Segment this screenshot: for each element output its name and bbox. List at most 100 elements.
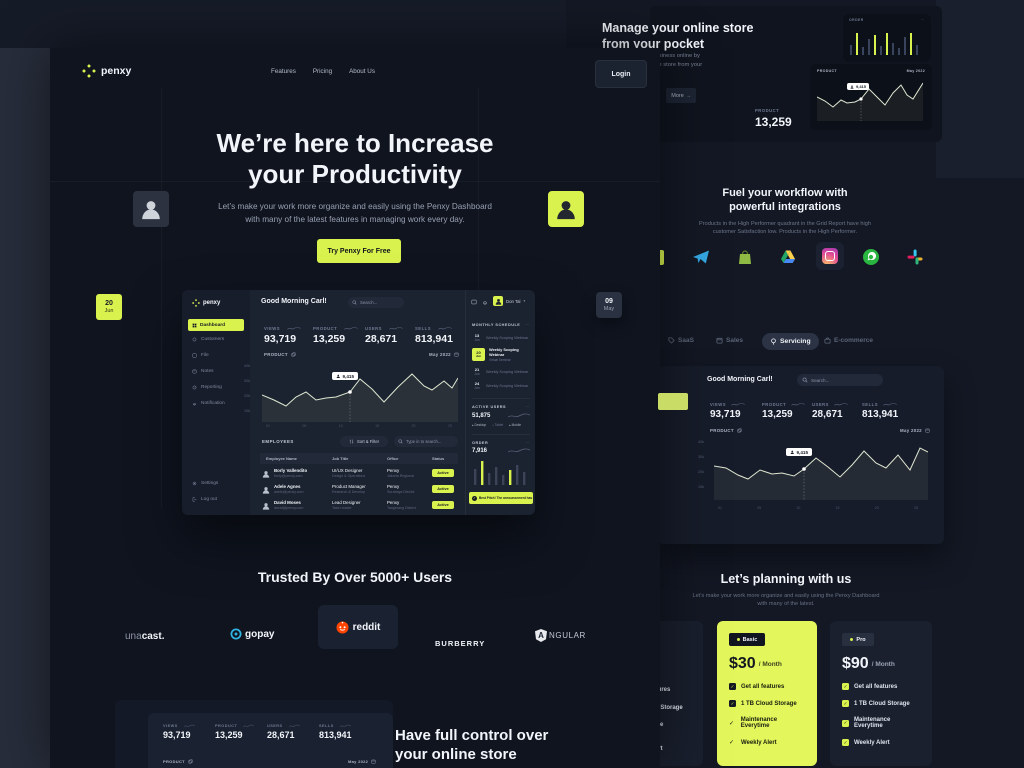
- plan-pro-price: $90: [842, 655, 869, 672]
- more-dots-icon: ⋯: [920, 18, 925, 22]
- notes-icon: [192, 369, 197, 374]
- sidebar-item-settings[interactable]: Settings: [192, 481, 218, 486]
- telegram-icon[interactable]: [692, 248, 710, 266]
- schedule-item[interactable]: 21 Jun Weekly Scoping Webinar: [474, 367, 529, 376]
- nav-link-about[interactable]: About Us: [349, 68, 375, 75]
- plan-basic-price: $30: [729, 655, 756, 672]
- calendar-icon: [454, 352, 459, 357]
- order-title: ORDER: [472, 440, 489, 445]
- tab-servicing[interactable]: Servicing: [762, 333, 819, 350]
- tab-ecommerce[interactable]: E-commerce: [824, 337, 873, 344]
- dashboard-search[interactable]: Search...: [348, 297, 404, 308]
- status-badge: Active: [432, 485, 454, 493]
- integrations-sub-line1: Products in the High Performer quadrant …: [699, 221, 871, 227]
- instagram-card[interactable]: [816, 242, 844, 270]
- more-dots-icon: ⋯: [525, 323, 530, 327]
- pricing-sub-line2: with many of the latest.: [757, 601, 815, 607]
- hero-cta-button[interactable]: Try Penxy For Free: [317, 239, 401, 263]
- schedule-item[interactable]: 13 Jun Weekly Scoping Webinar: [474, 333, 529, 342]
- dash2-stat-users: USERS 28,671: [812, 402, 848, 420]
- slack-icon[interactable]: [906, 248, 924, 266]
- nav-link-pricing[interactable]: Pricing: [312, 68, 333, 75]
- stat-users: USERS 28,671: [365, 326, 404, 345]
- profile-chip[interactable]: Don Tal ▾: [493, 296, 525, 306]
- hero-sub-line2: with many of the latest features in mana…: [245, 215, 465, 224]
- bstat-sells: SELLS 813,941: [319, 724, 352, 740]
- sparkline: [508, 448, 530, 453]
- cart-icon: [824, 337, 831, 344]
- logo-text: penxy: [101, 65, 132, 77]
- store-para-line2: f your online store from your: [630, 61, 703, 68]
- schedule-item[interactable]: 24 Jun Weekly Scoping Webinar: [474, 381, 529, 390]
- sidebar-item-notification[interactable]: Notification: [192, 401, 225, 406]
- login-button[interactable]: Login: [595, 60, 647, 88]
- logout-icon: [192, 497, 197, 502]
- whatsapp-icon[interactable]: [862, 248, 880, 266]
- dash2-chart-title: PRODUCT: [710, 428, 742, 433]
- table-row[interactable]: Adele Agnes adele@penxy.com Product Manag…: [260, 484, 458, 498]
- chart-xticks: 01 05 10 15 20 25: [266, 424, 452, 428]
- mini-bars-card: ORDER ⋯: [843, 14, 931, 62]
- mini-line-chart: [817, 82, 923, 121]
- promo-banner[interactable]: ✓ Best Pitch! The announcement has credi…: [469, 492, 533, 504]
- avatar: [262, 503, 270, 510]
- plan-card-basic[interactable]: Basic $30 / Month ✓ Get all features ✓ 1 T…: [717, 621, 817, 766]
- integration-cut-icon: [660, 250, 664, 265]
- sidebar-item-file[interactable]: File: [192, 353, 209, 358]
- store-title-line2: from your pocket: [602, 37, 705, 51]
- avatar: [493, 296, 503, 306]
- reporting-icon: [192, 385, 197, 390]
- message-icon[interactable]: [471, 299, 477, 305]
- employees-search[interactable]: Type in to search...: [394, 436, 458, 447]
- calendar-icon: [716, 337, 723, 344]
- bottom-dashboard-card: VIEWS 93,719 PRODUCT 13,259 USERS 28,671…: [115, 700, 393, 768]
- google-drive-icon[interactable]: [779, 248, 797, 266]
- sidebar-item-dashboard[interactable]: Dashboard: [188, 319, 244, 331]
- search-icon: [398, 439, 403, 444]
- bottom-dashboard-inner: VIEWS 93,719 PRODUCT 13,259 USERS 28,671…: [148, 713, 393, 768]
- tab-sales[interactable]: Sales: [716, 337, 743, 344]
- pricing-title: Let’s planning with us: [720, 572, 852, 586]
- table-row[interactable]: David Moses david@penxy.com Lead Designer…: [260, 500, 458, 514]
- stat-label: PRODUCT: [755, 108, 780, 113]
- dash2-chart-period[interactable]: May 2022: [900, 428, 930, 433]
- status-badge: Active: [432, 501, 454, 509]
- logo-reddit-card: reddit: [318, 605, 398, 649]
- navbar-links: Features Pricing About Us: [271, 68, 375, 75]
- navbar-logo[interactable]: penxy: [82, 64, 131, 78]
- hero-avatar-left: [133, 191, 169, 227]
- background-panel-top: [0, 0, 566, 48]
- trusted-title: Trusted By Over 5000+ Users: [257, 569, 453, 585]
- store-para-line1: of doing business online by: [630, 53, 700, 59]
- plan-card-pro[interactable]: Pro $90 / Month ✓ Get all features ✓ 1 TB …: [830, 621, 932, 766]
- chart-yticks: 40k 30k 20k 10k: [244, 364, 251, 413]
- bottom-chart-period[interactable]: May 2022: [348, 759, 376, 764]
- hero-title-line2: your Productivity: [248, 159, 462, 189]
- tab-saas[interactable]: SaaS: [668, 337, 694, 344]
- hero-sub-line1: Let’s make your work more organize and e…: [218, 202, 492, 211]
- store-title-line1: Manage your online store: [602, 21, 754, 35]
- dash2-chart: 9,415: [714, 438, 928, 500]
- chart-period[interactable]: May 2022: [429, 352, 459, 357]
- store-product-stat: PRODUCT 13,259: [755, 108, 792, 129]
- more-button[interactable]: More →: [666, 88, 696, 103]
- sidebar-item-reporting[interactable]: Reporting: [192, 385, 222, 390]
- bottom-chart-title: PRODUCT: [163, 759, 193, 764]
- mini-chart-tooltip: 9,415: [847, 83, 870, 90]
- nav-link-features[interactable]: Features: [271, 68, 296, 75]
- sidebar-item-logout[interactable]: Log out: [192, 497, 217, 502]
- sidebar-item-notes[interactable]: Notes: [192, 369, 214, 374]
- copy-icon: [291, 352, 296, 357]
- shopify-icon[interactable]: [736, 248, 754, 266]
- dash2-stat-product: PRODUCT 13,259: [762, 402, 806, 420]
- sort-filter-button[interactable]: Sort & Filter: [340, 436, 388, 447]
- dash2-stat-views: VIEWS 93,719: [710, 402, 745, 420]
- arrow-icon: →: [685, 92, 691, 99]
- hero-title-line1: We’re here to Increase: [216, 128, 494, 158]
- table-row[interactable]: Borly Vallendito borly@penxy.com UI/UX De…: [260, 468, 458, 482]
- stat-sells: SELLS 813,941: [415, 326, 453, 345]
- schedule-item-active[interactable]: 20 Jun Weekly Scoping Webinar Virtual Semi…: [472, 347, 530, 362]
- sidebar-item-customers[interactable]: Customers: [192, 337, 224, 342]
- dash2-search[interactable]: Search...: [797, 374, 883, 386]
- bell-icon[interactable]: [482, 299, 488, 305]
